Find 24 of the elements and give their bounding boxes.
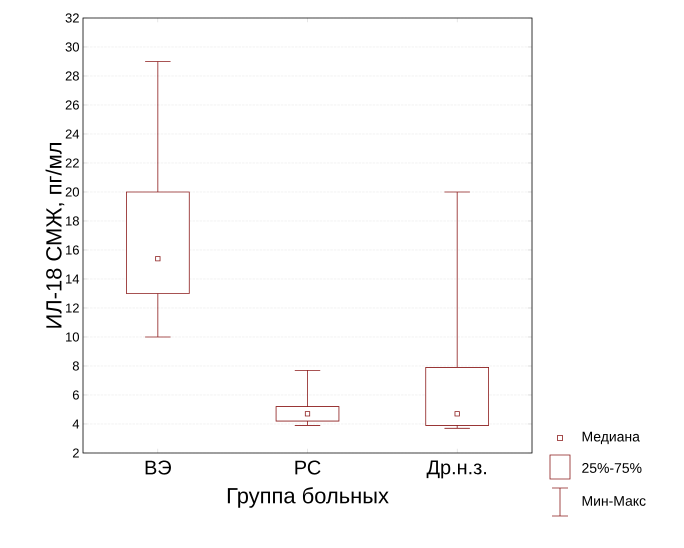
y-tick-label: 2 bbox=[72, 448, 79, 458]
y-tick-label: 22 bbox=[66, 158, 79, 168]
y-tick-label: 6 bbox=[72, 390, 79, 400]
y-tick-label: 8 bbox=[72, 361, 79, 371]
y-tick-label: 24 bbox=[66, 129, 80, 139]
y-tick-label: 14 bbox=[66, 274, 80, 284]
y-tick-label: 10 bbox=[66, 332, 79, 342]
y-axis-title: ИЛ-18 СМЖ, пг/мл bbox=[46, 143, 64, 328]
y-tick-label: 12 bbox=[66, 303, 79, 313]
y-tick-label: 26 bbox=[66, 100, 79, 110]
x-axis-title: Группа больных bbox=[228, 487, 389, 508]
y-tick-label: 28 bbox=[66, 71, 79, 81]
text: Мин-Макс bbox=[582, 496, 646, 506]
x-tick-label: РС bbox=[295, 460, 320, 475]
y-tick-label: 4 bbox=[72, 420, 80, 428]
text: 25%-75% bbox=[582, 463, 642, 473]
y-tick-label: 32 bbox=[66, 13, 79, 23]
y-tick-label: 18 bbox=[66, 216, 79, 226]
x-tick-label: Др.н.з. bbox=[426, 460, 486, 478]
text: Медиана bbox=[582, 432, 640, 444]
y-tick-label: 20 bbox=[66, 187, 79, 197]
x-tick-label: ВЭ bbox=[146, 460, 171, 475]
y-tick-label: 16 bbox=[66, 245, 79, 255]
y-tick-label: 30 bbox=[66, 42, 79, 52]
